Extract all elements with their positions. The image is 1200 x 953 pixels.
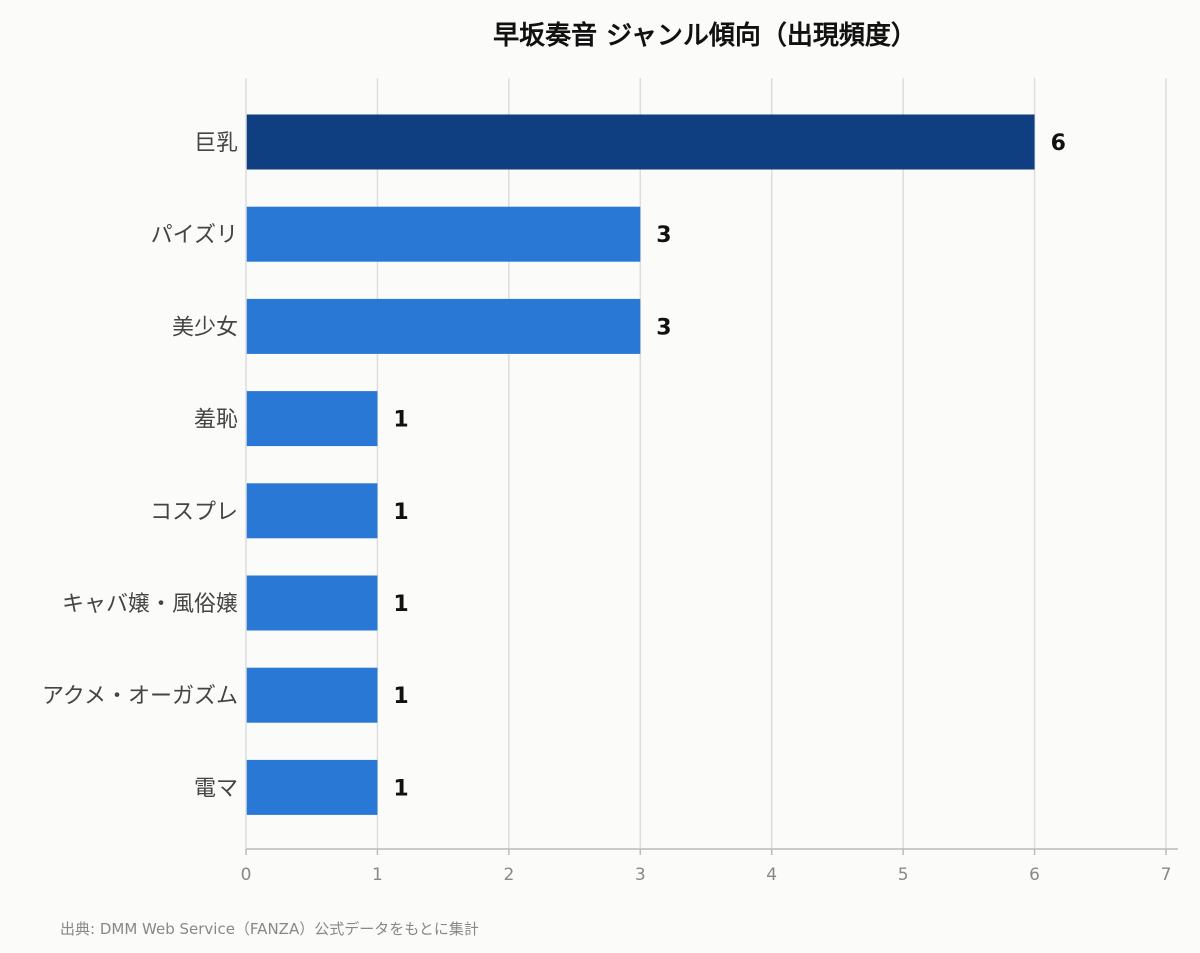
source-footnote: 出典: DMM Web Service（FANZA）公式データをもとに集計 bbox=[60, 920, 479, 938]
chart-title: 早坂奏音 ジャンル傾向（出現頻度） bbox=[493, 20, 917, 51]
x-tick-label: 5 bbox=[898, 865, 909, 885]
bar bbox=[246, 667, 378, 723]
category-label: 電マ bbox=[194, 776, 238, 801]
category-label: アクメ・オーガズム bbox=[42, 684, 238, 709]
category-label: パイズリ bbox=[151, 223, 238, 248]
value-label: 1 bbox=[393, 776, 408, 801]
value-label: 1 bbox=[393, 408, 408, 433]
x-tick-label: 1 bbox=[372, 865, 383, 885]
x-tick-label: 4 bbox=[766, 865, 777, 885]
bar bbox=[246, 114, 1035, 170]
bar bbox=[246, 759, 378, 815]
category-label: 巨乳 bbox=[194, 131, 238, 156]
bar bbox=[246, 483, 378, 539]
x-tick-label: 2 bbox=[503, 865, 514, 885]
x-axis: 0 1 2 3 4 5 6 7 bbox=[241, 78, 1178, 885]
category-label: コスプレ bbox=[150, 500, 238, 525]
category-label: 美少女 bbox=[172, 315, 238, 340]
x-tick-label: 7 bbox=[1161, 865, 1172, 885]
value-label: 3 bbox=[656, 223, 671, 248]
value-label: 1 bbox=[393, 592, 408, 617]
grid-lines bbox=[376, 78, 1167, 849]
value-label: 6 bbox=[1051, 131, 1066, 156]
bar bbox=[246, 298, 641, 354]
bars: 巨乳 6 パイズリ 3 美少女 3 羞恥 1 コスプレ 1 キャバ嬢・風俗嬢 1 アクメ・オーガズム 1 電… bbox=[42, 114, 1066, 815]
value-label: 1 bbox=[393, 500, 408, 525]
x-tick-label: 6 bbox=[1029, 865, 1040, 885]
x-tick-label: 0 bbox=[241, 865, 252, 885]
category-label: キャバ嬢・風俗嬢 bbox=[62, 592, 238, 617]
bar bbox=[246, 206, 641, 262]
x-tick-label: 3 bbox=[635, 865, 646, 885]
value-label: 3 bbox=[656, 315, 671, 340]
bar bbox=[246, 575, 378, 631]
value-label: 1 bbox=[393, 684, 408, 709]
bar bbox=[246, 391, 378, 447]
category-label: 羞恥 bbox=[194, 408, 238, 433]
